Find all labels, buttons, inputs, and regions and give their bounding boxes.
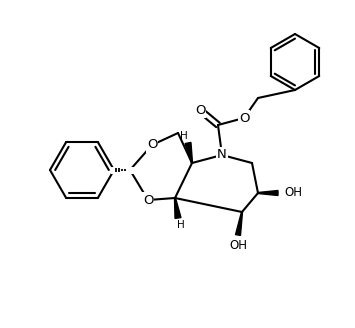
Polygon shape xyxy=(175,198,181,218)
Text: H: H xyxy=(177,220,185,230)
Text: O: O xyxy=(239,112,249,125)
Text: O: O xyxy=(143,194,153,207)
Text: OH: OH xyxy=(229,239,247,252)
Text: OH: OH xyxy=(284,187,302,199)
Polygon shape xyxy=(235,212,242,236)
Polygon shape xyxy=(185,142,192,163)
Text: O: O xyxy=(195,104,205,116)
Text: H: H xyxy=(180,131,188,141)
Text: O: O xyxy=(147,138,157,152)
Text: N: N xyxy=(217,149,227,161)
Polygon shape xyxy=(258,191,278,195)
